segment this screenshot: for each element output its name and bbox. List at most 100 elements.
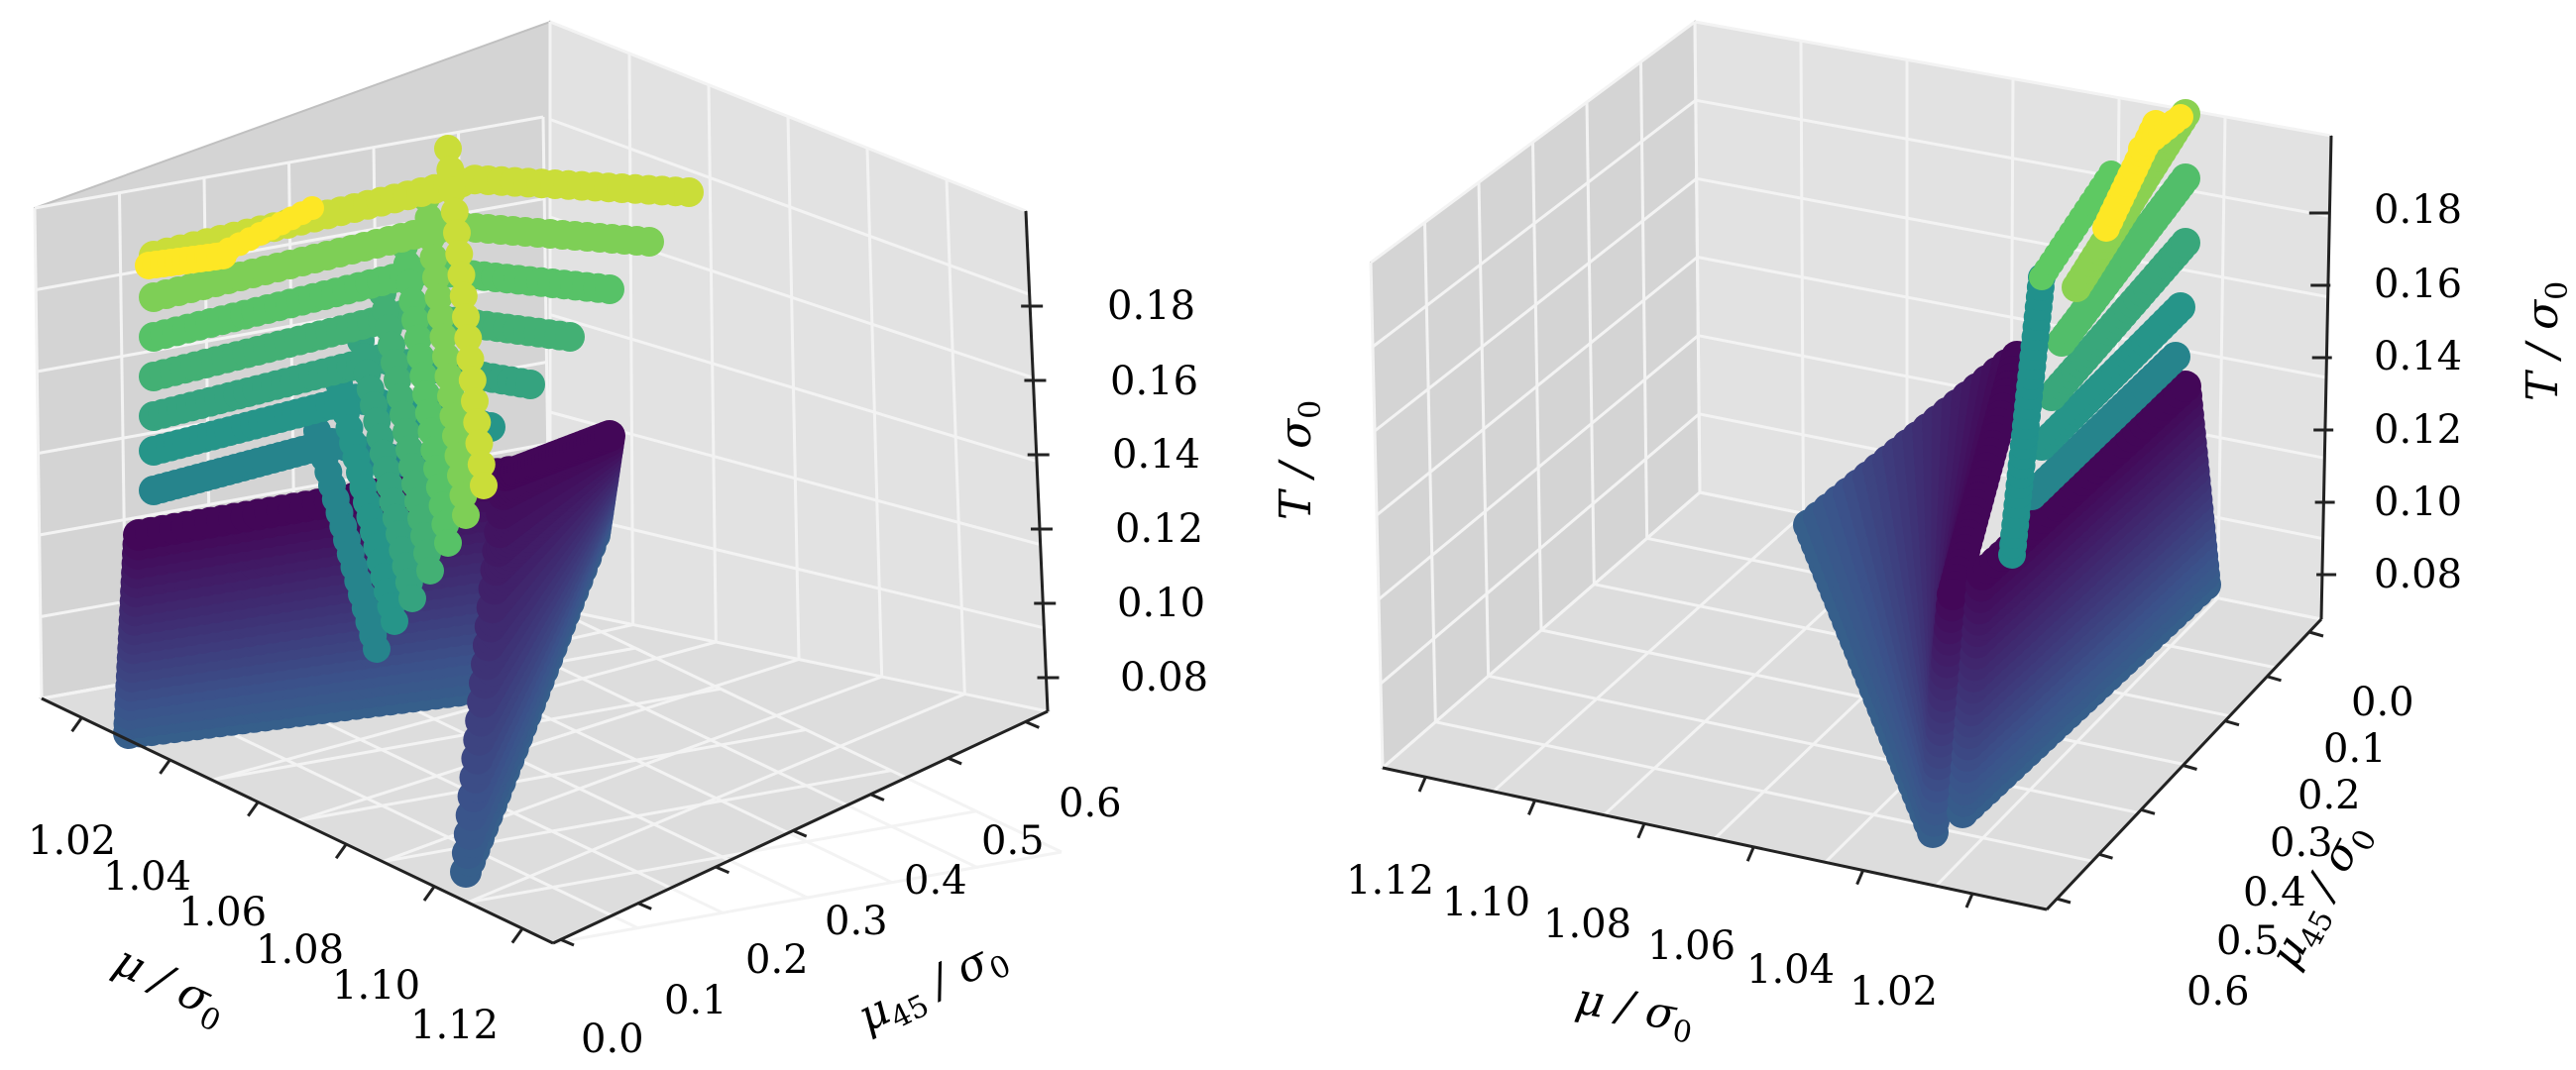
right-y-tick [2056,897,2072,905]
left-data-point [434,135,462,162]
right-x-tick-label: 1.04 [1746,947,1835,993]
left-x-tick [247,801,260,817]
right-z-axis-label: T / σ0 [2518,281,2575,401]
left-y-tick [636,902,652,910]
right-x-axis-label: μ / σ0 [1571,974,1699,1051]
right-x-tick-label: 1.10 [1442,880,1530,925]
right-y-tick [2267,675,2282,683]
left-gridline [467,809,977,905]
left-x-axis-label: μ / σ0 [103,935,236,1039]
right-x-tick [1527,800,1536,815]
left-z-axis-label: T / σ0 [1271,400,1328,520]
right-gridline [1695,98,2330,218]
left-x-tick [159,759,171,775]
left-ticks [70,304,1060,947]
left-data-point [594,420,625,452]
right-y-tick [2224,719,2240,727]
right-gridline [1693,21,1702,493]
right-x-tick-label: 1.02 [1849,969,1938,1015]
right-x-tick-labels: 1.12 1.10 1.08 1.06 1.04 1.02 [1346,858,1938,1015]
right-data-points [1793,99,2221,848]
right-data-point [2171,228,2200,258]
left-x-tick-label: 1.04 [103,854,191,900]
left-x-tick-label: 1.08 [256,927,344,973]
left-gridline [34,115,544,210]
right-x-tick [1745,846,1755,862]
left-data-point [456,345,485,374]
left-z-tick-labels: 0.08 0.10 0.12 0.14 0.16 0.18 [1107,283,1208,700]
left-data-point [440,197,469,226]
right-z-tick-label: 0.12 [2374,407,2462,453]
left-x-tick-label: 1.06 [178,890,267,935]
right-z-tick-label: 0.14 [2374,334,2462,379]
left-z-tick-label: 0.14 [1112,432,1200,478]
right-y-tick-label: 0.2 [2297,773,2361,818]
right-gridline [1694,20,2332,138]
left-x-axis-line [41,696,554,945]
left-gridline [211,640,717,782]
right-z-tick-label: 0.16 [2374,262,2462,307]
right-data-point [2171,163,2200,193]
left-data-point [434,529,462,557]
left-data-point [447,261,476,289]
left-y-tick-label: 0.5 [981,818,1045,864]
left-data-point [634,227,664,257]
right-gridline [1370,20,1696,265]
left-data-point [470,472,498,499]
right-y-tick-label: 0.4 [2243,870,2306,915]
left-data-point [674,177,704,207]
right-x-tick-label: 1.08 [1543,902,1631,947]
right-ticks [1417,211,2337,909]
left-z-tick-label: 0.12 [1115,506,1203,552]
left-data-point [300,196,324,220]
left-gridline [552,850,1063,945]
left-data-point [467,450,496,479]
left-data-point [381,607,408,635]
left-x-tick [334,843,348,860]
left-data-point [398,585,426,612]
left-data-points [113,135,704,888]
left-y-tick-label: 0.1 [664,978,728,1023]
right-x-axis-line [1382,766,2048,911]
left-y-tick [714,865,730,875]
left-data-point [458,366,487,394]
right-x-tick [1636,823,1646,839]
left-y-axis-label: μ45 / σ0 [849,927,1016,1048]
right-y-tick [2183,764,2197,771]
left-z-tick-label: 0.16 [1110,359,1198,404]
left-z-axis-line [1024,210,1050,712]
right-data-point [2161,342,2190,372]
left-gridline [549,605,1063,854]
right-y-tick [2308,630,2324,638]
left-z-tick-label: 0.18 [1107,283,1195,329]
right-x-tick [1964,893,1974,909]
left-y-tick [869,793,885,802]
left-y-tick [947,756,962,766]
right-x-tick [1417,777,1427,793]
left-y-tick [559,937,575,947]
left-z-tick-label: 0.10 [1117,581,1205,626]
right-gridline [1372,98,1697,349]
right-grid [1369,20,2333,911]
left-gridline [467,693,965,905]
left-y-tick [792,828,808,838]
left-y-axis-line [552,709,1049,945]
left-y-tick-label: 0.2 [745,937,809,983]
left-data-point [449,281,478,310]
right-data-point [2168,104,2193,130]
left-data-point [515,370,545,399]
plot-left: 1.02 1.04 1.06 1.08 1.10 1.12 0.0 0.1 0.… [28,20,1328,1062]
left-y-tick [1024,719,1040,729]
left-x-tick [510,927,524,944]
right-z-tick-labels: 0.08 0.10 0.12 0.14 0.16 0.18 [2374,187,2462,597]
right-x-tick-label: 1.06 [1647,923,1736,969]
right-y-tick-label: 0.3 [2270,820,2333,866]
left-data-point [461,387,489,415]
left-data-point [436,156,465,184]
left-x-tick-label: 1.10 [332,963,420,1009]
left-y-tick-labels: 0.0 0.1 0.2 0.3 0.4 0.5 0.6 [581,781,1122,1062]
left-x-tick-label: 1.12 [410,1003,499,1048]
right-y-tick-label: 0.0 [2351,680,2414,725]
left-data-point [443,219,471,247]
